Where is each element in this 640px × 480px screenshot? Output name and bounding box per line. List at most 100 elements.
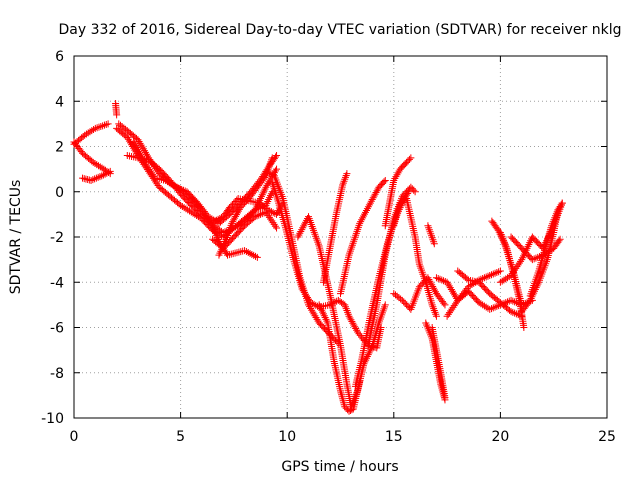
- trace-15-marker: [345, 407, 353, 415]
- trace-8-marker: [171, 182, 179, 190]
- trace-20-marker: [403, 158, 411, 166]
- y-tick-label: -4: [50, 275, 64, 291]
- trace-26-marker: [495, 268, 503, 276]
- trace-17-marker: [372, 189, 380, 197]
- trace-26-marker: [468, 281, 476, 289]
- trace-9-marker: [238, 202, 246, 210]
- trace-32-marker: [515, 259, 523, 267]
- trace-17-marker: [367, 197, 375, 205]
- trace-8-marker: [206, 214, 214, 222]
- trace-5-marker: [252, 252, 260, 260]
- trace-22-marker: [415, 283, 423, 291]
- trace-11-marker: [269, 219, 277, 227]
- trace-33-marker: [558, 199, 566, 207]
- trace-7-marker: [216, 226, 224, 234]
- trace-6-marker: [126, 139, 134, 147]
- trace-19-marker: [400, 191, 408, 199]
- trace-5-marker: [141, 148, 149, 156]
- trace-2-marker: [88, 127, 96, 135]
- trace-19-marker: [407, 183, 415, 191]
- trace-26-marker: [436, 275, 444, 283]
- trace-8-marker: [169, 181, 177, 189]
- trace-27-marker: [449, 303, 457, 311]
- trace-27-marker: [444, 310, 452, 318]
- trace-8-marker: [174, 184, 182, 192]
- trace-26-marker: [486, 271, 494, 279]
- trace-32-marker: [513, 263, 521, 271]
- trace-13-marker: [345, 312, 353, 320]
- trace-32-marker: [512, 264, 520, 272]
- trace-22-marker: [417, 281, 425, 289]
- x-tick-label: 0: [70, 429, 79, 445]
- trace-19-marker: [410, 186, 418, 194]
- trace-8-marker: [271, 153, 279, 161]
- trace-12-marker: [262, 167, 270, 175]
- trace-3-marker: [101, 170, 109, 178]
- trace-31-marker: [556, 235, 564, 243]
- trace-11-marker: [273, 224, 281, 232]
- trace-32-marker: [511, 266, 519, 274]
- trace-2-marker: [91, 124, 99, 132]
- trace-9-marker: [236, 204, 244, 212]
- trace-27-marker: [477, 300, 485, 308]
- trace-9-marker: [239, 201, 247, 209]
- trace-33-marker: [557, 201, 565, 209]
- trace-13-marker: [347, 316, 355, 324]
- trace-17-marker: [366, 199, 374, 207]
- trace-15-marker: [316, 303, 324, 311]
- trace-15-marker: [342, 404, 350, 412]
- trace-5-marker: [248, 250, 256, 258]
- trace-27-marker: [482, 303, 490, 311]
- trace-6-marker: [191, 210, 199, 218]
- trace-9-marker: [228, 219, 236, 227]
- trace-14-marker: [367, 345, 375, 353]
- trace-22-marker: [418, 280, 426, 288]
- trace-26-marker: [451, 291, 459, 299]
- trace-9-marker: [268, 154, 276, 162]
- trace-8-marker: [144, 164, 152, 172]
- trace-22-marker: [400, 298, 408, 306]
- trace-7-marker: [214, 225, 222, 233]
- trace-3-marker: [87, 176, 95, 184]
- trace-5-marker: [139, 145, 147, 153]
- trace-14-marker: [381, 301, 389, 309]
- trace-3-marker: [89, 176, 97, 184]
- trace-22-marker: [427, 279, 435, 287]
- trace-2-marker: [81, 131, 89, 139]
- trace-2-marker: [93, 124, 101, 132]
- trace-7-marker: [271, 167, 279, 175]
- trace-27-marker: [479, 301, 487, 309]
- trace-5-marker: [140, 147, 148, 155]
- trace-6-marker: [152, 178, 160, 186]
- trace-26-marker: [488, 271, 496, 279]
- y-tick-label: -10: [41, 411, 64, 427]
- plot-frame: [73, 55, 608, 419]
- trace-32-marker: [517, 257, 525, 265]
- trace-5-marker: [241, 247, 249, 255]
- x-tick-label: 20: [491, 429, 509, 445]
- trace-26-marker: [491, 269, 499, 277]
- trace-26-marker: [432, 274, 440, 282]
- trace-11-marker: [267, 215, 275, 223]
- trace-6-marker: [185, 207, 193, 215]
- trace-10-marker: [231, 198, 239, 206]
- trace-3-marker: [96, 173, 104, 181]
- trace-7-marker: [262, 183, 270, 191]
- trace-27-marker: [448, 305, 456, 313]
- trace-26-marker: [438, 276, 446, 284]
- trace-22-marker: [440, 299, 448, 307]
- tick-labels: 0 5 10 15 20 25 -10 -8 -6 -4 -2 0 2 4 6: [41, 49, 616, 445]
- trace-7-marker: [265, 178, 273, 186]
- trace-1-marker: [96, 163, 104, 171]
- trace-28-marker: [511, 309, 519, 317]
- trace-6-marker: [194, 213, 202, 221]
- trace-12-marker: [264, 168, 272, 176]
- trace-22-marker: [425, 275, 433, 283]
- trace-28-marker: [507, 308, 515, 316]
- trace-10-marker: [211, 217, 219, 225]
- trace-10-marker: [227, 202, 235, 210]
- trace-10-marker: [216, 214, 224, 222]
- trace-3-marker: [106, 167, 114, 175]
- trace-32-marker: [500, 276, 508, 284]
